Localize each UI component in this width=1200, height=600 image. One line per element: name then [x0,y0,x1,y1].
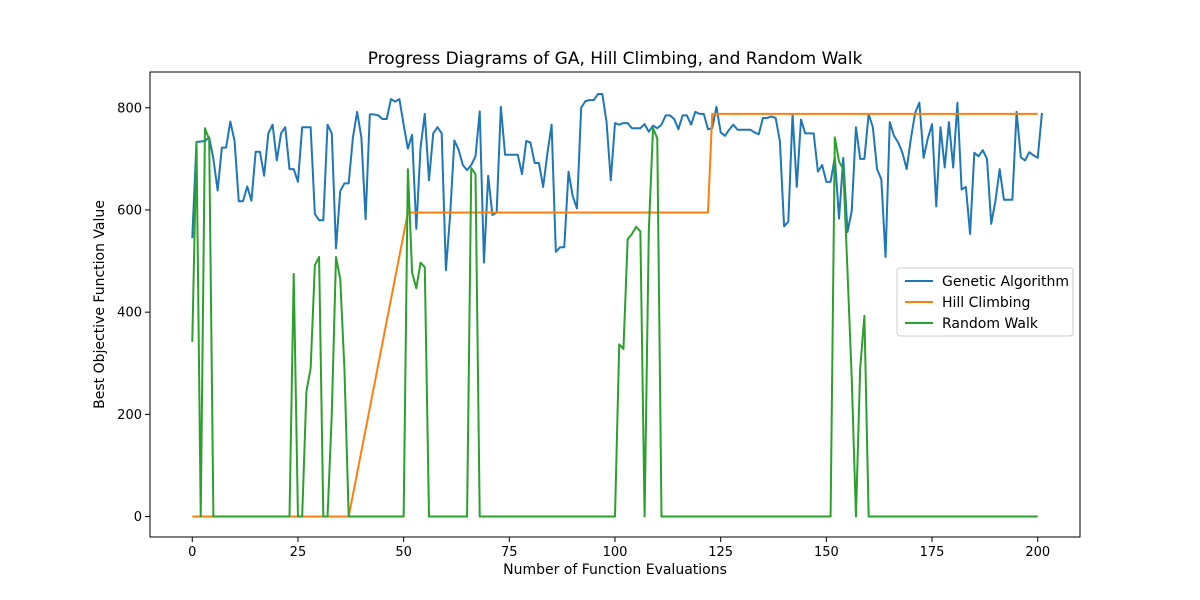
legend: Genetic Algorithm Hill Climbing Random Wal… [896,267,1074,337]
x-tick-label: 125 [708,545,733,560]
x-tick-label: 175 [920,545,945,560]
series-line-genetic-algorithm [191,92,1043,272]
x-tick-label: 75 [501,545,518,560]
x-tick-label: 200 [1025,545,1050,560]
x-tick-label: 50 [395,545,412,560]
legend-box [896,267,1074,337]
y-tick-label: 200 [117,408,142,423]
y-axis-ticks: 0 200 400 600 800 [117,101,150,525]
x-tick-label: 150 [814,545,839,560]
y-tick-label: 600 [117,203,142,218]
x-tick-label: 100 [603,545,628,560]
x-axis-title: Number of Function Evaluations [503,562,727,578]
x-axis-ticks: 0 25 50 75 100 125 150 175 200 [188,537,1050,560]
y-tick-label: 0 [134,510,142,525]
y-axis-title: Best Objective Function Value [92,200,108,409]
x-tick-label: 0 [188,545,196,560]
legend-label-genetic-algorithm: Genetic Algorithm [942,274,1069,290]
chart-title: Progress Diagrams of GA, Hill Climbing, … [368,49,863,69]
x-tick-label: 25 [290,545,307,560]
series-line-random-walk [191,127,1038,518]
series-lines [191,92,1043,518]
legend-label-random-walk: Random Walk [942,316,1039,332]
y-tick-label: 400 [117,306,142,321]
legend-label-hill-climbing: Hill Climbing [942,295,1030,311]
y-tick-label: 800 [117,101,142,116]
